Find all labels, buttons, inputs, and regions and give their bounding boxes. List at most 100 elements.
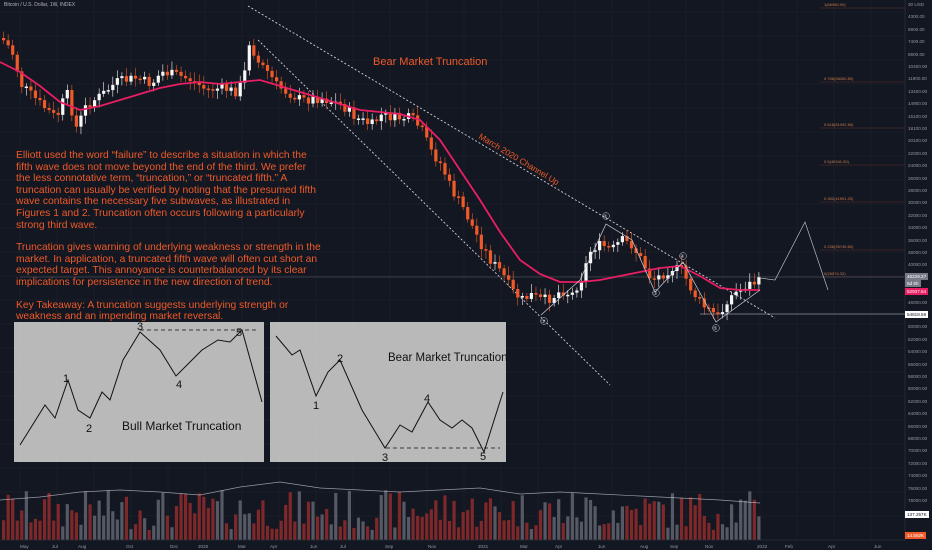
price-axis-label: 78000.00 [908,498,928,503]
volume-bar [179,493,183,540]
price-axis-label: 36000.00 [908,237,928,243]
volume-bar [343,520,347,540]
candle-body [275,77,279,82]
candle-body [397,112,402,120]
volume-bar [352,527,356,540]
volume-bar [124,496,129,540]
time-axis-label: 2021 [478,544,489,549]
candle-body [497,262,502,269]
volume-bar [475,526,479,540]
time-axis-label: 2022 [757,544,768,549]
time-axis-label: Jul [52,544,58,549]
volume-bar [611,510,615,540]
wave-label-4: ④ [680,254,685,260]
volume-bar [570,493,574,540]
volume-bar [147,529,151,540]
volume-bar [197,493,201,540]
candle-body [6,40,10,46]
candle-body [388,112,392,121]
candle-body [188,78,192,82]
volume-bar [11,498,15,540]
candle-body [306,97,311,104]
candle-body [457,196,461,198]
candle-body [620,236,624,243]
price-axis-label: 50000.00 [908,324,928,330]
candle-body [575,290,579,293]
candle-body [252,45,256,56]
time-axis-label: Oct [126,544,134,549]
candle-body [443,163,447,175]
time-axis-label: May [20,544,29,549]
candle-body [315,96,320,104]
time-axis-label: Feb [785,544,793,549]
volume-bar [507,520,511,540]
volume-bar [548,503,552,540]
candle-body [534,293,538,295]
bull-label-5: 5 [236,327,242,339]
volume-bar [484,502,488,540]
candle-body [511,279,515,290]
volume-bar [234,514,238,540]
volume-bar [720,524,725,540]
price-axis-label: 10400.00 [908,64,928,69]
candle-body [475,225,479,235]
candle-body [120,76,124,79]
candle-body [616,242,620,245]
candle-body [629,240,634,249]
price-axis-label: 28000.00 [908,188,928,193]
price-axis-label: 4300.00 [908,14,925,20]
volume-bar [425,513,429,540]
time-axis-label: Sep [385,544,394,549]
candle-body [598,241,602,251]
volume-bar [434,500,438,540]
volume-bar [238,500,242,540]
candle-body [507,275,511,280]
volume-bar [202,496,206,540]
candle-body [734,291,738,296]
volume-bar [516,526,520,540]
price-axis-label: 72000.00 [908,460,928,466]
candle-body [434,149,438,162]
fib-label: 0.236(35745.60) [824,244,854,249]
candle-body [220,83,224,89]
candle-body [338,101,342,105]
candle-body [88,105,92,107]
candle-body [379,114,383,122]
volume-bar [406,516,411,540]
volume-bar [152,525,156,540]
candle-body [716,312,720,315]
time-axis-label: Dec [170,544,179,549]
volume-bar [215,501,220,540]
volume-bar [429,509,433,540]
price-axis-label: 34000.00 [908,225,928,231]
bear-label-3: 3 [382,452,388,464]
bear-label-2: 2 [337,353,343,365]
volume-bar [511,501,515,540]
candle-body [102,90,106,94]
candle-body [479,234,483,250]
candle-body [393,112,397,121]
volume-bar [734,522,738,540]
volume-bar [220,490,224,540]
volume-bar [707,522,711,540]
volume-bar [270,528,274,540]
volume-bar [297,491,301,540]
price-axis-label: 11900.00 [908,76,927,82]
candle-body [74,115,78,127]
candle-body [33,90,38,99]
price-axis-label: 18100.00 [908,126,928,131]
time-axis-label: Sep [670,544,679,549]
volume-bar [716,513,720,540]
volume-tag: 14.592K [905,532,927,539]
candle-body [420,125,424,128]
volume-bar [575,517,579,540]
price-axis-label: 26000.00 [908,175,928,181]
candle-body [270,70,274,78]
volume-bar [6,494,10,540]
candle-body [648,268,652,279]
candle-body [402,118,406,121]
volume-bar [584,497,588,540]
channel-upper-line [247,5,776,319]
volume-bar [2,520,6,540]
